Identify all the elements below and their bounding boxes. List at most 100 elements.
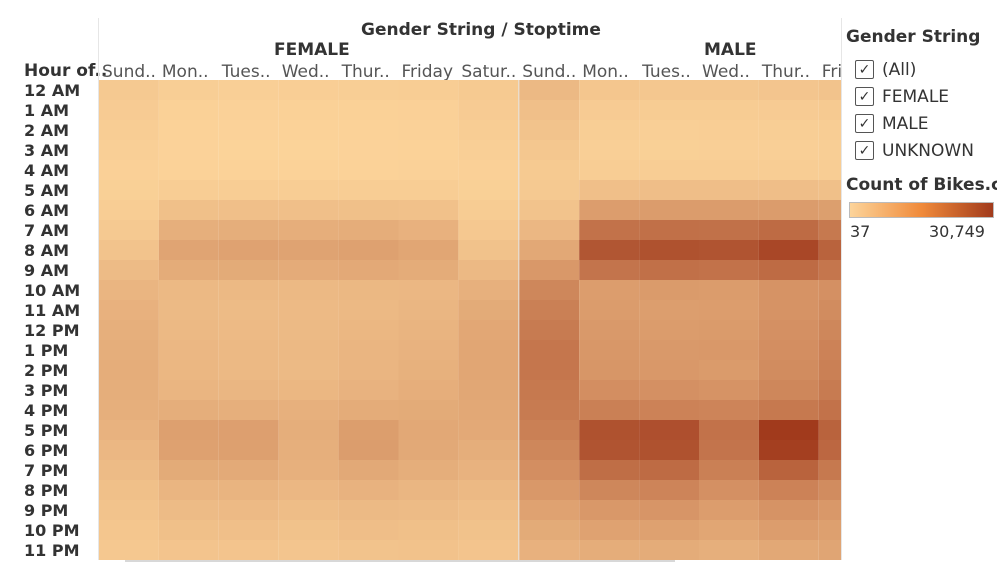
group-header-female[interactable]: FEMALE xyxy=(274,40,350,60)
row-label: 4 AM xyxy=(24,161,69,180)
checkbox-checked-icon[interactable]: ✓ xyxy=(855,114,874,133)
heatmap-cell xyxy=(699,120,759,140)
heatmap-cell xyxy=(398,440,459,460)
heatmap-cell xyxy=(158,360,219,380)
column-label: Sund.. xyxy=(522,62,576,82)
heatmap-cell xyxy=(338,280,399,300)
heatmap-cell xyxy=(278,180,339,200)
heatmap-cell xyxy=(278,260,339,280)
heatmap-cell xyxy=(458,440,519,460)
heatmap-cell xyxy=(99,320,159,340)
heatmap-cell xyxy=(99,340,159,360)
heatmap-cell xyxy=(158,200,219,220)
heatmap-cell xyxy=(398,220,459,240)
heatmap-cell xyxy=(519,360,580,380)
heatmap-cell xyxy=(639,460,699,480)
heatmap-cell xyxy=(519,480,580,500)
column-label: Satur.. xyxy=(461,62,516,82)
heatmap-chart: 12 AM1 AM2 AM3 AM4 AM5 AM6 AM7 AM8 AM9 A… xyxy=(24,18,842,560)
heatmap-cell xyxy=(158,320,219,340)
group-header-male[interactable]: MALE xyxy=(704,40,757,60)
checkbox-checked-icon[interactable]: ✓ xyxy=(855,141,874,160)
heatmap-cell xyxy=(639,120,699,140)
heatmap-cell xyxy=(818,140,841,160)
heatmap-cell xyxy=(639,480,699,500)
checkbox-checked-icon[interactable]: ✓ xyxy=(855,60,874,79)
heatmap-cell xyxy=(218,440,279,460)
heatmap-cell xyxy=(699,140,759,160)
heatmap-cell xyxy=(338,440,399,460)
heatmap-cell xyxy=(818,100,841,120)
heatmap-cell xyxy=(579,320,640,340)
heatmap-cell xyxy=(218,320,279,340)
heatmap-cell xyxy=(699,200,759,220)
heatmap-cell xyxy=(99,360,159,380)
heatmap-cell xyxy=(398,540,459,560)
heatmap-cell xyxy=(579,460,640,480)
heatmap-cell xyxy=(699,280,759,300)
heatmap-cell xyxy=(519,520,580,540)
row-label: 11 PM xyxy=(24,541,79,560)
heatmap-cell xyxy=(758,300,819,320)
heatmap-cell xyxy=(699,300,759,320)
row-label: 2 AM xyxy=(24,121,69,140)
heatmap-cell xyxy=(758,420,819,440)
heatmap-cell xyxy=(519,180,580,200)
horizontal-scrollbar[interactable] xyxy=(125,560,675,562)
row-header-label[interactable]: Hour of.. xyxy=(24,61,108,81)
heatmap-cell xyxy=(278,140,339,160)
heatmap-cell xyxy=(278,460,339,480)
heatmap-cell xyxy=(338,220,399,240)
heatmap-cell xyxy=(99,500,159,520)
heatmap-cell xyxy=(818,160,841,180)
heatmap-cell xyxy=(158,240,219,260)
heatmap-cell xyxy=(758,520,819,540)
heatmap-cell xyxy=(758,100,819,120)
heatmap-cell xyxy=(818,260,841,280)
heatmap-cell xyxy=(398,160,459,180)
heatmap-cell xyxy=(99,460,159,480)
heatmap-cell xyxy=(338,80,399,100)
heatmap-cell xyxy=(99,120,159,140)
heatmap-cell xyxy=(699,480,759,500)
heatmap-cell xyxy=(818,300,841,320)
checkbox-checked-icon[interactable]: ✓ xyxy=(855,87,874,106)
heatmap-cell xyxy=(699,160,759,180)
heatmap-cell xyxy=(338,100,399,120)
heatmap-cell xyxy=(639,200,699,220)
column-label: Tues.. xyxy=(221,62,271,82)
heatmap-cell xyxy=(218,420,279,440)
heatmap-cell xyxy=(398,180,459,200)
heatmap-cell xyxy=(158,80,219,100)
heatmap-cell xyxy=(99,160,159,180)
filter-item-unknown[interactable]: ✓ UNKNOWN xyxy=(855,137,974,164)
heatmap-cell xyxy=(699,360,759,380)
heatmap-cell xyxy=(218,300,279,320)
heatmap-cell xyxy=(278,360,339,380)
heatmap-cell xyxy=(519,460,580,480)
column-label: Thur.. xyxy=(761,62,810,82)
heatmap-cell xyxy=(99,540,159,560)
row-label: 7 AM xyxy=(24,221,69,240)
heatmap-cell xyxy=(639,160,699,180)
heatmap-cell xyxy=(579,80,640,100)
heatmap-cell xyxy=(99,200,159,220)
heatmap-cell xyxy=(699,420,759,440)
heatmap-cell xyxy=(579,440,640,460)
heatmap-cell xyxy=(579,220,640,240)
filter-item-male[interactable]: ✓ MALE xyxy=(855,110,974,137)
heatmap-cell xyxy=(758,320,819,340)
heatmap-cell xyxy=(158,340,219,360)
heatmap-cell xyxy=(398,240,459,260)
heatmap-cell xyxy=(338,260,399,280)
heatmap-cell xyxy=(639,520,699,540)
heatmap-cell xyxy=(458,180,519,200)
heatmap-cell xyxy=(758,400,819,420)
heatmap-cell xyxy=(218,100,279,120)
filter-item-all[interactable]: ✓ (All) xyxy=(855,56,974,83)
heatmap-cell xyxy=(758,80,819,100)
heatmap-cell xyxy=(158,480,219,500)
filter-item-female[interactable]: ✓ FEMALE xyxy=(855,83,974,110)
heatmap-cell xyxy=(158,520,219,540)
column-label: Sund.. xyxy=(102,62,156,82)
